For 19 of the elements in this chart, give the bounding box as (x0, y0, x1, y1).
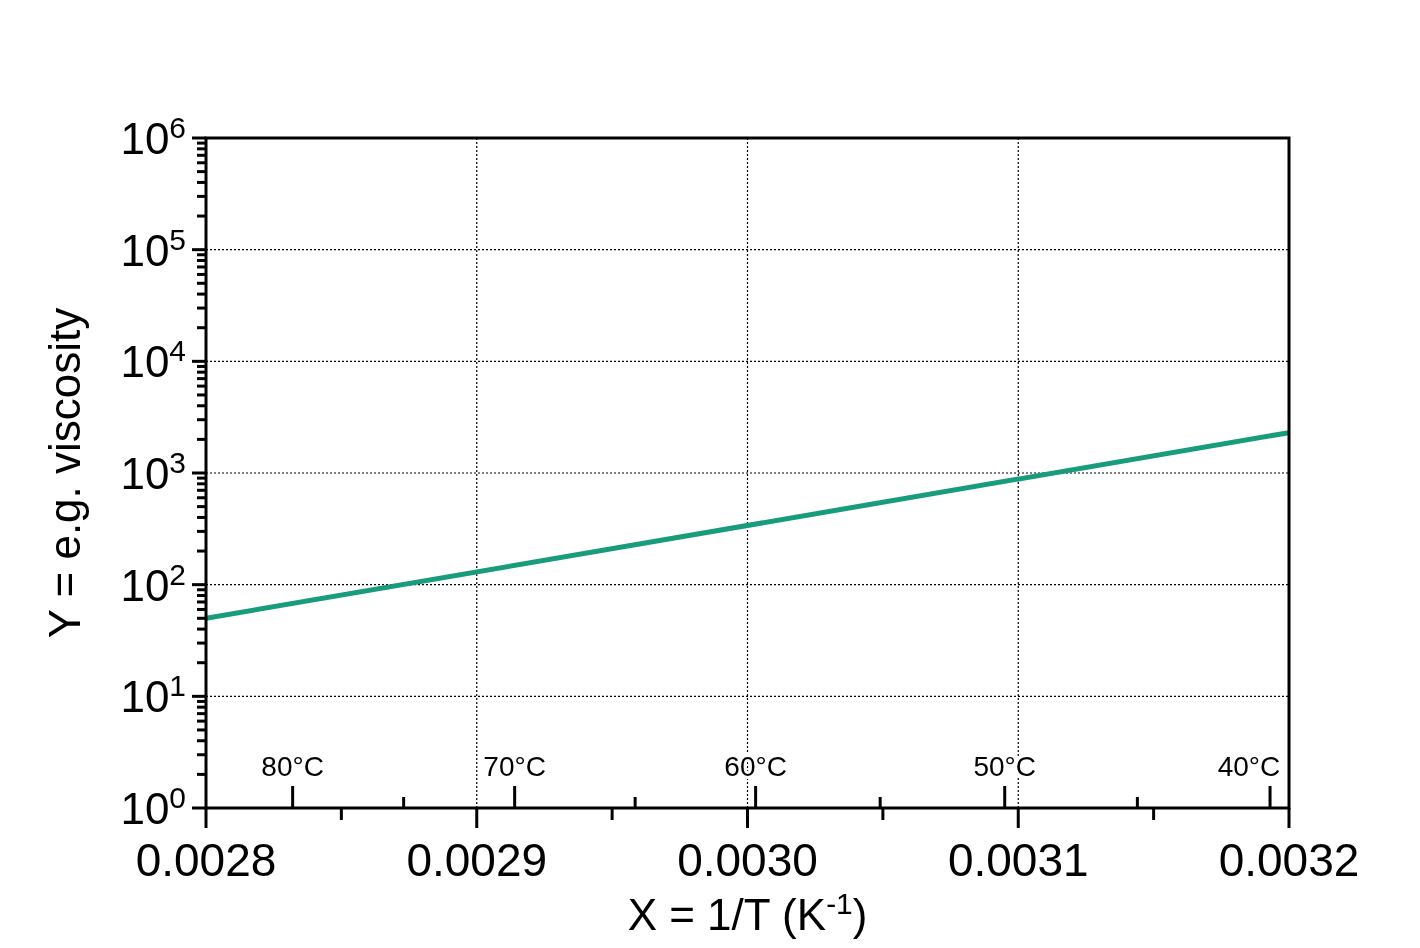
x-tick-label: 0.0031 (947, 834, 1089, 886)
y-tick-label: 10$^{2}$ (120, 557, 186, 610)
y-tick-label: 10$^{1}$ (120, 668, 186, 722)
x-tick-label: 0.0028 (135, 834, 277, 886)
ref-line-label: 50°C (973, 751, 1036, 782)
ref-line-label: 40°C (1217, 751, 1281, 782)
y-tick-label: 10$^{6}$ (120, 110, 186, 163)
ref-line-label: 60°C (724, 751, 787, 782)
y-tick-label: 10$^{4}$ (120, 333, 186, 387)
y-tick-label: 10$^{3}$ (120, 445, 186, 498)
x-tick-label: 0.0029 (406, 834, 548, 886)
ref-line-label: 70°C (483, 751, 546, 782)
x-tick-label: 0.0032 (1218, 834, 1360, 886)
y-axis-title: Y = e.g. viscosity (40, 307, 89, 639)
y-tick-label: 10$^{5}$ (120, 222, 186, 275)
x-axis-title: X = 1/T (K$^{-1}$) (627, 886, 868, 939)
x-tick-label: 0.0030 (677, 834, 818, 886)
y-tick-label: 10$^{0}$ (120, 780, 186, 833)
ref-line-label: 80°C (261, 751, 324, 782)
